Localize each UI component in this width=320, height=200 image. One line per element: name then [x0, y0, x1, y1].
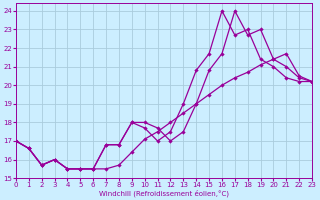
X-axis label: Windchill (Refroidissement éolien,°C): Windchill (Refroidissement éolien,°C)	[99, 189, 229, 197]
